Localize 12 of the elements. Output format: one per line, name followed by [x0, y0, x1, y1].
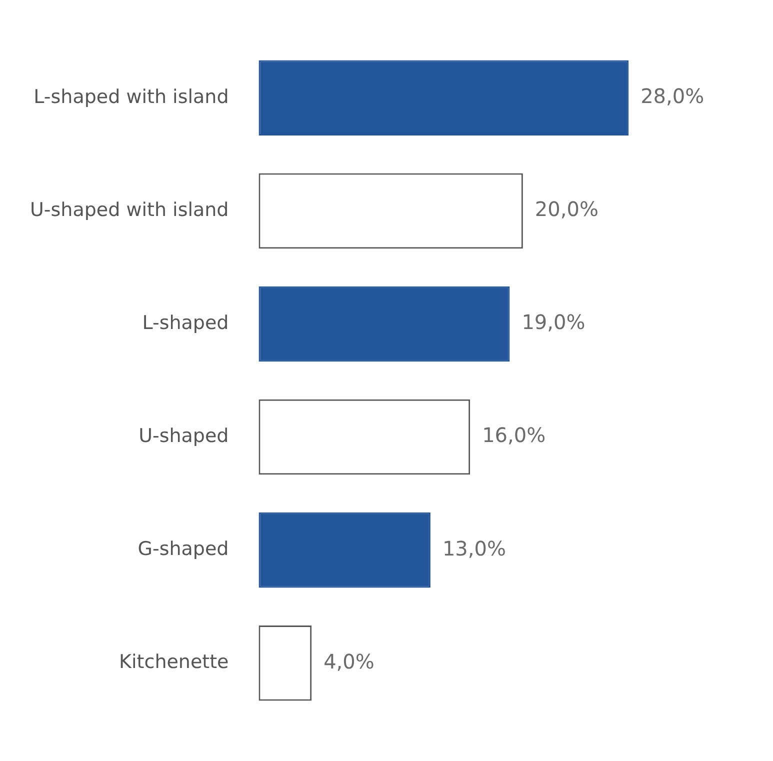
- y-tick-label: U-shaped with island: [30, 198, 229, 221]
- y-tick-label: U-shaped: [138, 424, 229, 447]
- data-label: 13,0%: [442, 536, 506, 560]
- data-label: 4,0%: [324, 649, 374, 674]
- data-label: 28,0%: [640, 84, 704, 108]
- data-label: 19,0%: [522, 310, 586, 334]
- data-label: 16,0%: [482, 423, 546, 448]
- y-tick-label: L-shaped: [142, 312, 229, 334]
- y-tick-label: G-shaped: [138, 538, 229, 560]
- y-tick-label: Kitchenette: [119, 651, 229, 674]
- data-label: 20,0%: [534, 197, 598, 222]
- y-tick-label: L-shaped with island: [34, 86, 229, 108]
